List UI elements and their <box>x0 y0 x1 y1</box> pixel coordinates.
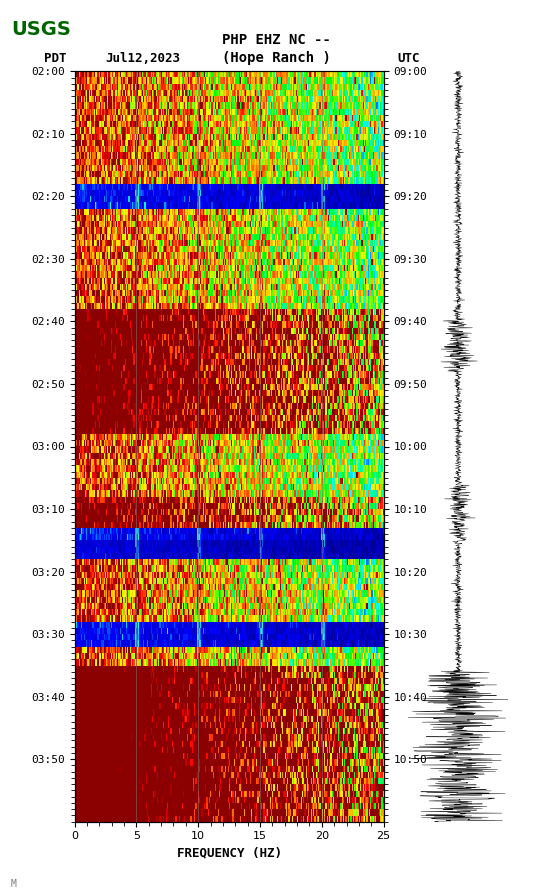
Text: UTC: UTC <box>397 52 420 64</box>
Text: (Hope Ranch ): (Hope Ranch ) <box>221 51 331 65</box>
Text: PHP EHZ NC --: PHP EHZ NC -- <box>221 33 331 47</box>
Text: Jul12,2023: Jul12,2023 <box>105 52 180 64</box>
Text: M: M <box>11 879 17 889</box>
Text: USGS: USGS <box>11 20 71 38</box>
Text: PDT: PDT <box>44 52 67 64</box>
X-axis label: FREQUENCY (HZ): FREQUENCY (HZ) <box>177 847 282 860</box>
